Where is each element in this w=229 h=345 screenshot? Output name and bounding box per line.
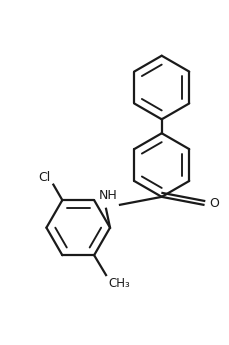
Text: NH: NH — [99, 189, 118, 202]
Text: Cl: Cl — [38, 171, 50, 184]
Text: CH₃: CH₃ — [108, 277, 130, 290]
Text: O: O — [210, 197, 219, 210]
